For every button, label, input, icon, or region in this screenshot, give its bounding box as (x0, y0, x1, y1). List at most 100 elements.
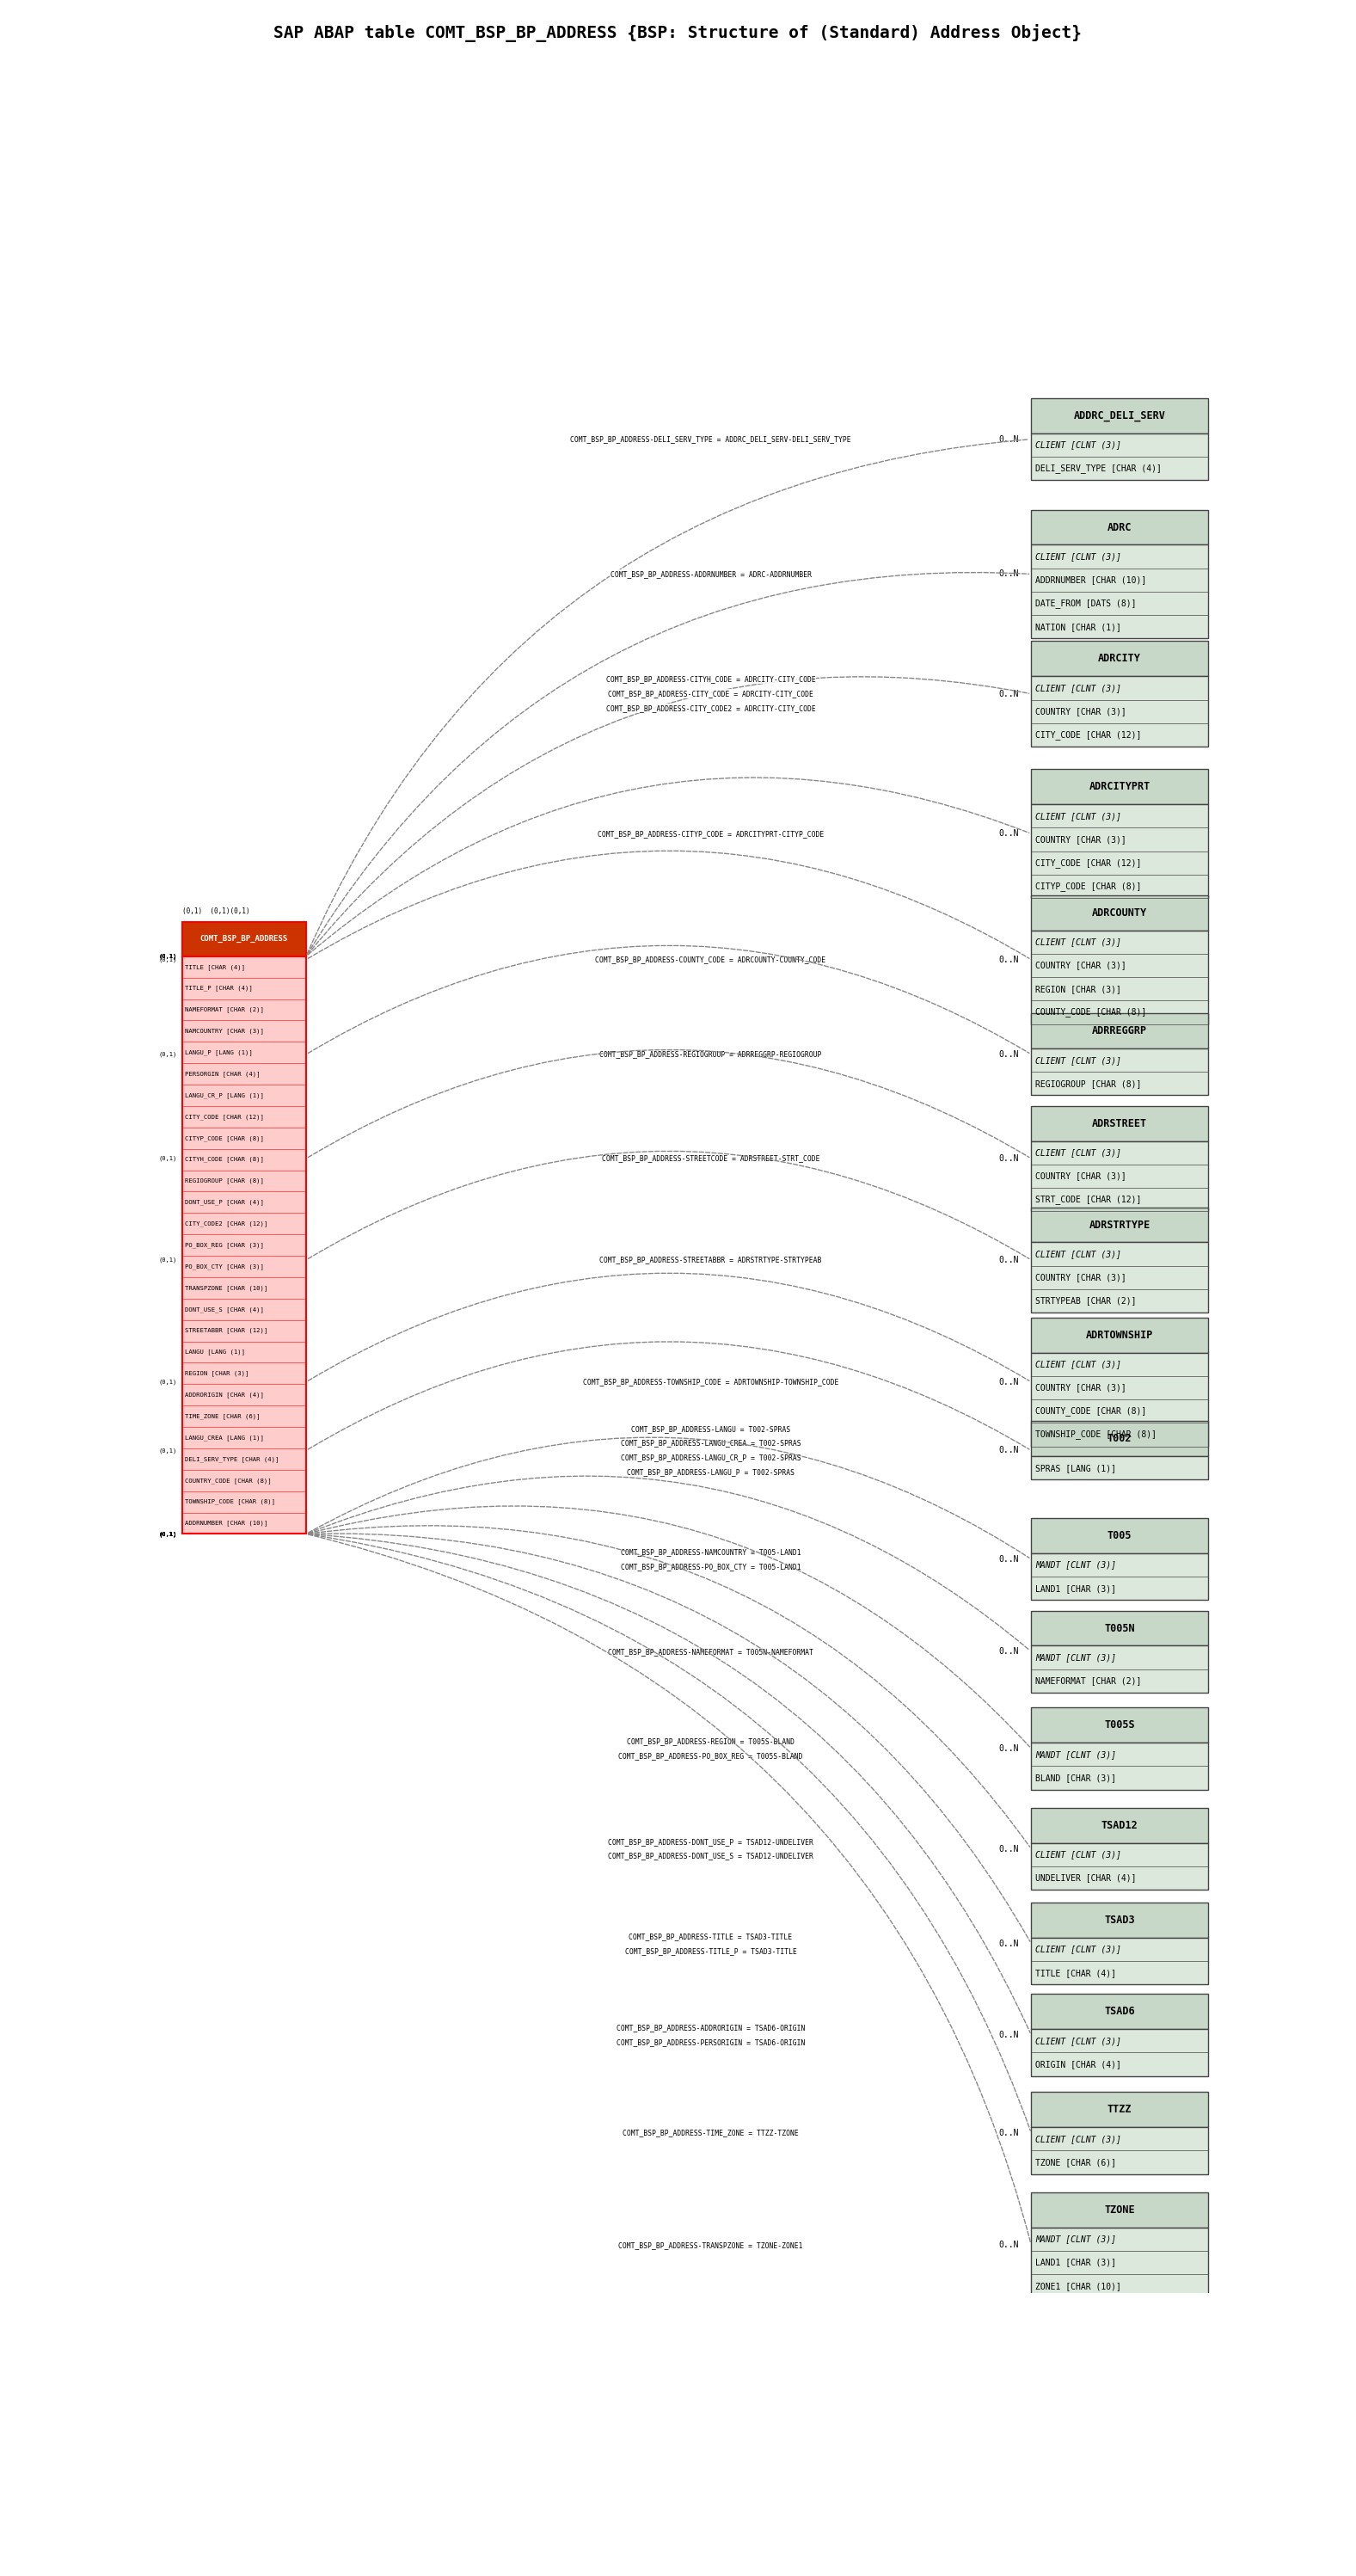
Text: TITLE [CHAR (4)]: TITLE [CHAR (4)] (1036, 1968, 1116, 1978)
Text: COUNTRY [CHAR (3)]: COUNTRY [CHAR (3)] (1036, 961, 1127, 969)
Text: DELI_SERV_TYPE [CHAR (4)]: DELI_SERV_TYPE [CHAR (4)] (186, 1455, 279, 1463)
Text: 0..N: 0..N (998, 1556, 1018, 1564)
Text: (0,1): (0,1) (159, 1530, 176, 1538)
Text: COUNTY_CODE [CHAR (8)]: COUNTY_CODE [CHAR (8)] (1036, 1406, 1147, 1417)
Text: CLIENT [CLNT (3)]: CLIENT [CLNT (3)] (1036, 2038, 1121, 2045)
Text: COUNTRY [CHAR (3)]: COUNTRY [CHAR (3)] (1036, 1383, 1127, 1391)
FancyBboxPatch shape (1031, 896, 1208, 930)
Text: COMT_BSP_BP_ADDRESS-LANGU_P = T002-SPRAS: COMT_BSP_BP_ADDRESS-LANGU_P = T002-SPRAS (626, 1468, 795, 1476)
Text: TTZZ: TTZZ (1108, 2105, 1132, 2115)
FancyBboxPatch shape (1031, 1646, 1208, 1692)
Text: LANGU_P [LANG (1)]: LANGU_P [LANG (1)] (186, 1048, 254, 1056)
FancyBboxPatch shape (1031, 2030, 1208, 2076)
FancyBboxPatch shape (1031, 1610, 1208, 1646)
FancyBboxPatch shape (1031, 2092, 1208, 2128)
Text: (0,1): (0,1) (159, 1530, 176, 1538)
Text: MANDT [CLNT (3)]: MANDT [CLNT (3)] (1036, 1561, 1116, 1569)
Text: CITYP_CODE [CHAR (8)]: CITYP_CODE [CHAR (8)] (186, 1136, 264, 1141)
Text: TSAD3: TSAD3 (1104, 1914, 1135, 1927)
Text: (0,1): (0,1) (159, 1530, 176, 1538)
Text: COMT_BSP_BP_ADDRESS-COUNTY_CODE = ADRCOUNTY-COUNTY_CODE: COMT_BSP_BP_ADDRESS-COUNTY_CODE = ADRCOU… (595, 956, 826, 963)
Text: 0..N: 0..N (998, 1154, 1018, 1162)
Text: (0,1): (0,1) (159, 1448, 176, 1453)
Text: CLIENT [CLNT (3)]: CLIENT [CLNT (3)] (1036, 811, 1121, 819)
FancyBboxPatch shape (1031, 1422, 1208, 1455)
Text: COMT_BSP_BP_ADDRESS-TITLE_P = TSAD3-TITLE: COMT_BSP_BP_ADDRESS-TITLE_P = TSAD3-TITL… (625, 1947, 796, 1955)
Text: STRT_CODE [CHAR (12)]: STRT_CODE [CHAR (12)] (1036, 1195, 1142, 1203)
Text: COUNTRY_CODE [CHAR (8)]: COUNTRY_CODE [CHAR (8)] (186, 1479, 271, 1484)
Text: 0..N: 0..N (998, 1646, 1018, 1656)
Text: ADRREGGRP: ADRREGGRP (1092, 1025, 1147, 1036)
Text: BLAND [CHAR (3)]: BLAND [CHAR (3)] (1036, 1772, 1116, 1783)
Text: COMT_BSP_BP_ADDRESS-DELI_SERV_TYPE = ADDRC_DELI_SERV-DELI_SERV_TYPE: COMT_BSP_BP_ADDRESS-DELI_SERV_TYPE = ADD… (571, 435, 852, 443)
FancyBboxPatch shape (1031, 399, 1208, 433)
Text: (0,1)  (0,1)(0,1): (0,1) (0,1)(0,1) (182, 907, 250, 914)
Text: PO_BOX_CTY [CHAR (3)]: PO_BOX_CTY [CHAR (3)] (186, 1265, 264, 1270)
FancyBboxPatch shape (1031, 770, 1208, 804)
Text: COMT_BSP_BP_ADDRESS-DONT_USE_S = TSAD12-UNDELIVER: COMT_BSP_BP_ADDRESS-DONT_USE_S = TSAD12-… (607, 1852, 814, 1860)
Text: CLIENT [CLNT (3)]: CLIENT [CLNT (3)] (1036, 2136, 1121, 2143)
Text: TOWNSHIP_CODE [CHAR (8)]: TOWNSHIP_CODE [CHAR (8)] (186, 1499, 275, 1504)
Text: ADDRORIGIN [CHAR (4)]: ADDRORIGIN [CHAR (4)] (186, 1391, 264, 1399)
Text: ADRSTRTYPE: ADRSTRTYPE (1089, 1218, 1150, 1231)
FancyBboxPatch shape (1031, 1708, 1208, 1744)
Text: CLIENT [CLNT (3)]: CLIENT [CLNT (3)] (1036, 551, 1121, 562)
Text: 0..N: 0..N (998, 2241, 1018, 2249)
FancyBboxPatch shape (1031, 510, 1208, 544)
Text: ADRCOUNTY: ADRCOUNTY (1092, 907, 1147, 920)
Text: COMT_BSP_BP_ADDRESS-PERSORIGIN = TSAD6-ORIGIN: COMT_BSP_BP_ADDRESS-PERSORIGIN = TSAD6-O… (617, 2038, 805, 2045)
FancyBboxPatch shape (1031, 930, 1208, 1025)
Text: CLIENT [CLNT (3)]: CLIENT [CLNT (3)] (1036, 1850, 1121, 1860)
FancyBboxPatch shape (1031, 2128, 1208, 2174)
Text: CLIENT [CLNT (3)]: CLIENT [CLNT (3)] (1036, 1249, 1121, 1260)
FancyBboxPatch shape (1031, 1012, 1208, 1048)
FancyBboxPatch shape (182, 922, 306, 956)
Text: (0,1): (0,1) (159, 1530, 176, 1538)
Text: (0,1): (0,1) (159, 1530, 176, 1538)
Text: TZONE [CHAR (6)]: TZONE [CHAR (6)] (1036, 2159, 1116, 2166)
Text: TITLE_P [CHAR (4)]: TITLE_P [CHAR (4)] (186, 987, 254, 992)
Text: COUNTY_CODE [CHAR (8)]: COUNTY_CODE [CHAR (8)] (1036, 1007, 1147, 1018)
FancyBboxPatch shape (1031, 1842, 1208, 1891)
Text: (0,1): (0,1) (159, 1157, 176, 1162)
Text: PERSORGIN [CHAR (4)]: PERSORGIN [CHAR (4)] (186, 1072, 260, 1077)
FancyBboxPatch shape (1031, 677, 1208, 747)
Text: 0..N: 0..N (998, 2128, 1018, 2138)
Text: COMT_BSP_BP_ADDRESS-ADDRORIGIN = TSAD6-ORIGIN: COMT_BSP_BP_ADDRESS-ADDRORIGIN = TSAD6-O… (617, 2025, 805, 2032)
Text: (0,1): (0,1) (159, 1530, 176, 1538)
FancyBboxPatch shape (1031, 433, 1208, 479)
FancyBboxPatch shape (1031, 1352, 1208, 1445)
Text: 0..N: 0..N (998, 2030, 1018, 2040)
Text: MANDT [CLNT (3)]: MANDT [CLNT (3)] (1036, 1654, 1116, 1662)
Text: 0..N: 0..N (998, 1940, 1018, 1947)
Text: ZONE1 [CHAR (10)]: ZONE1 [CHAR (10)] (1036, 2282, 1121, 2290)
FancyBboxPatch shape (1031, 1455, 1208, 1479)
Text: TIME_ZONE [CHAR (6)]: TIME_ZONE [CHAR (6)] (186, 1414, 260, 1419)
Text: 0..N: 0..N (998, 1445, 1018, 1455)
Text: ADRTOWNSHIP: ADRTOWNSHIP (1086, 1329, 1153, 1340)
Text: STREETABBR [CHAR (12)]: STREETABBR [CHAR (12)] (186, 1327, 268, 1334)
FancyBboxPatch shape (1031, 804, 1208, 899)
FancyBboxPatch shape (1031, 544, 1208, 639)
FancyBboxPatch shape (1031, 1904, 1208, 1937)
FancyBboxPatch shape (1031, 1208, 1208, 1242)
Text: COMT_BSP_BP_ADDRESS-PO_BOX_CTY = T005-LAND1: COMT_BSP_BP_ADDRESS-PO_BOX_CTY = T005-LA… (621, 1564, 801, 1571)
Text: LAND1 [CHAR (3)]: LAND1 [CHAR (3)] (1036, 2259, 1116, 2267)
Text: LANGU [LANG (1)]: LANGU [LANG (1)] (186, 1350, 245, 1355)
Text: COMT_BSP_BP_ADDRESS-PO_BOX_REG = T005S-BLAND: COMT_BSP_BP_ADDRESS-PO_BOX_REG = T005S-B… (618, 1752, 803, 1759)
Text: MANDT [CLNT (3)]: MANDT [CLNT (3)] (1036, 2236, 1116, 2244)
Text: (0,1): (0,1) (159, 953, 176, 958)
Text: REGION [CHAR (3)]: REGION [CHAR (3)] (1036, 984, 1121, 994)
FancyBboxPatch shape (1031, 1316, 1208, 1352)
Text: CITY_CODE2 [CHAR (12)]: CITY_CODE2 [CHAR (12)] (186, 1221, 268, 1226)
Text: (0,1): (0,1) (159, 1257, 176, 1262)
Text: TITLE [CHAR (4)]: TITLE [CHAR (4)] (186, 963, 245, 969)
Text: TZONE: TZONE (1104, 2205, 1135, 2215)
Text: (0,1): (0,1) (159, 1051, 176, 1056)
Text: COMT_BSP_BP_ADDRESS-LANGU = T002-SPRAS: COMT_BSP_BP_ADDRESS-LANGU = T002-SPRAS (631, 1425, 791, 1432)
Text: REGION [CHAR (3)]: REGION [CHAR (3)] (186, 1370, 250, 1376)
Text: NAMCOUNTRY [CHAR (3)]: NAMCOUNTRY [CHAR (3)] (186, 1028, 264, 1033)
Text: COMT_BSP_BP_ADDRESS-STREETCODE = ADRSTREET-STRT_CODE: COMT_BSP_BP_ADDRESS-STREETCODE = ADRSTRE… (602, 1154, 819, 1162)
Text: COUNTRY [CHAR (3)]: COUNTRY [CHAR (3)] (1036, 835, 1127, 845)
Text: CLIENT [CLNT (3)]: CLIENT [CLNT (3)] (1036, 1149, 1121, 1157)
